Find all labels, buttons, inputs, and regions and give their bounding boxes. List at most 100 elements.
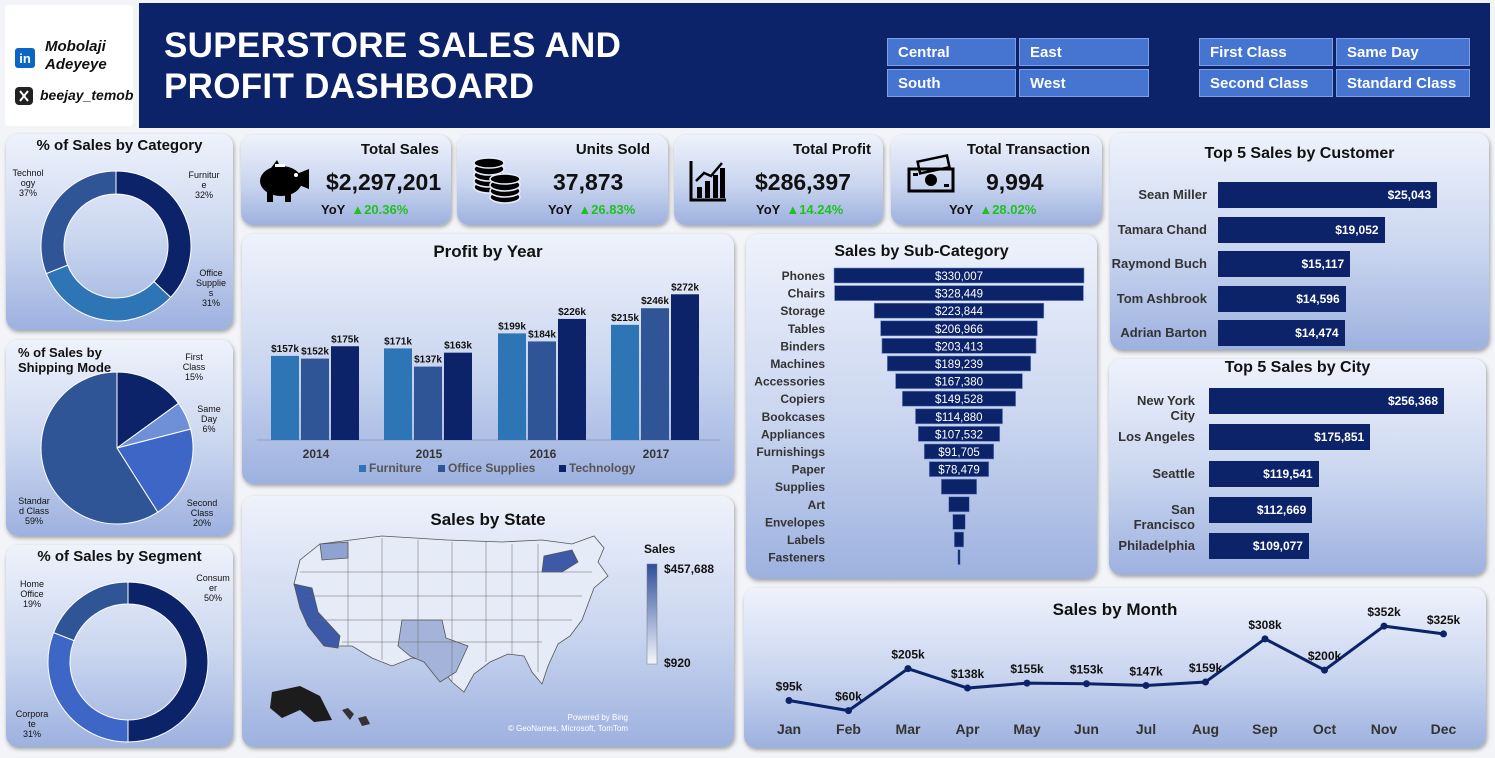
- state-hawaii: [342, 708, 370, 726]
- pie-slice[interactable]: [40, 170, 117, 275]
- data-label: $272k: [671, 282, 699, 293]
- data-point[interactable]: [1321, 666, 1328, 674]
- funnel-bar[interactable]: [902, 390, 1016, 407]
- category-label: Art: [808, 498, 825, 512]
- pie-slice[interactable]: [115, 170, 192, 299]
- category-label: Machines: [770, 357, 825, 371]
- funnel-bar[interactable]: [952, 514, 966, 530]
- bar[interactable]: $19,052: [1218, 216, 1385, 243]
- pie-slice[interactable]: [52, 581, 129, 642]
- bar[interactable]: [558, 318, 586, 440]
- pie-slice[interactable]: [40, 371, 159, 525]
- funnel-bar[interactable]: [953, 531, 965, 548]
- bar[interactable]: $14,596: [1218, 285, 1346, 312]
- kpi-value: $2,297,201: [326, 169, 442, 195]
- pie-slice[interactable]: [116, 371, 180, 449]
- bar[interactable]: [671, 294, 699, 440]
- funnel-bar[interactable]: [881, 338, 1037, 354]
- data-label: $167,380: [935, 377, 983, 389]
- funnel-bar[interactable]: [895, 373, 1023, 389]
- data-point[interactable]: [1202, 678, 1209, 686]
- data-point[interactable]: [1380, 622, 1388, 630]
- category-label: Furnishings: [756, 445, 825, 459]
- data-point[interactable]: [904, 665, 912, 673]
- segment-donut: Consum er 50% Corpora te 31% Home Office 19%: [16, 573, 230, 743]
- data-label: $175k: [331, 334, 359, 345]
- x-icon[interactable]: [14, 86, 34, 106]
- funnel-bar[interactable]: [917, 426, 1001, 442]
- bar[interactable]: $15,117: [1218, 251, 1351, 277]
- kpi-units-sold: Units Sold 37,873 YoY ▲26.83%: [457, 135, 668, 225]
- pie-slice[interactable]: [116, 428, 194, 513]
- data-point[interactable]: [845, 707, 852, 715]
- chart-title: Top 5 Sales by City: [1224, 359, 1371, 376]
- bar[interactable]: [611, 324, 639, 440]
- funnel-bar[interactable]: [887, 355, 1031, 372]
- data-label: $163k: [444, 341, 472, 352]
- funnel-bar[interactable]: [873, 302, 1045, 319]
- data-point[interactable]: [964, 684, 971, 692]
- region-slicer-south[interactable]: South: [887, 69, 1016, 97]
- funnel-bar[interactable]: [833, 267, 1085, 284]
- bar[interactable]: [414, 366, 442, 440]
- bar[interactable]: [498, 333, 526, 440]
- kpi-yoy: YoY ▲14.24%: [756, 202, 844, 217]
- bar[interactable]: $175,851: [1209, 424, 1371, 451]
- bar[interactable]: [641, 308, 669, 440]
- bar[interactable]: $109,077: [1209, 533, 1309, 560]
- region-slicer-east[interactable]: East: [1019, 38, 1149, 66]
- bar[interactable]: $25,043: [1218, 182, 1437, 208]
- sub-category-card: Sales by Sub-Category Phones $330,007 Chai…: [746, 234, 1097, 579]
- bar-category-label: San Francisco: [1133, 501, 1195, 532]
- funnel-bar[interactable]: [880, 320, 1038, 337]
- data-label: $352k: [1367, 605, 1401, 619]
- linkedin-icon[interactable]: in: [14, 47, 36, 69]
- data-label: $246k: [641, 296, 669, 307]
- data-point[interactable]: [1142, 681, 1150, 689]
- pie-slice[interactable]: [45, 264, 172, 322]
- bar[interactable]: $256,368: [1209, 388, 1444, 414]
- funnel-bar[interactable]: [957, 549, 961, 565]
- author-handle: beejay_temob: [40, 87, 134, 103]
- funnel-bar[interactable]: [928, 461, 990, 477]
- legend-swatch: [559, 465, 566, 472]
- ship-slicer-standard-class[interactable]: Standard Class: [1336, 69, 1470, 97]
- data-point[interactable]: [1083, 680, 1090, 688]
- pie-slice[interactable]: [47, 631, 129, 743]
- bar[interactable]: [331, 346, 359, 440]
- category-label: Copiers: [780, 392, 825, 406]
- tick-label: 2016: [530, 447, 557, 461]
- bar[interactable]: [528, 341, 556, 440]
- data-label: $60k: [835, 690, 862, 704]
- funnel-bar[interactable]: [915, 408, 1003, 425]
- bar-category-label: Philadelphia: [1118, 538, 1195, 554]
- bar[interactable]: [301, 358, 329, 440]
- bar[interactable]: $119,541: [1209, 460, 1319, 487]
- funnel-bar[interactable]: [923, 443, 995, 460]
- funnel-bar[interactable]: [834, 285, 1084, 301]
- pie-slice[interactable]: [127, 581, 209, 743]
- ship-slicer-same-day[interactable]: Same Day: [1336, 38, 1470, 66]
- kpi-value: 9,994: [986, 169, 1044, 195]
- ship-slicer-second-class[interactable]: Second Class: [1199, 69, 1333, 97]
- kpi-title: Total Sales: [360, 141, 439, 158]
- data-label: $330,007: [935, 271, 983, 283]
- data-label: $200k: [1308, 649, 1342, 663]
- funnel-bar[interactable]: [941, 478, 977, 495]
- bar[interactable]: [444, 352, 472, 440]
- state-texas: [397, 619, 469, 683]
- data-point[interactable]: [1023, 679, 1031, 687]
- data-point[interactable]: [1440, 630, 1447, 638]
- bar[interactable]: $112,669: [1209, 496, 1313, 523]
- bar[interactable]: [384, 348, 412, 440]
- region-slicer-central[interactable]: Central: [887, 38, 1016, 66]
- region-slicer-west[interactable]: West: [1019, 69, 1149, 97]
- bar[interactable]: [271, 355, 299, 440]
- data-point[interactable]: [785, 697, 793, 704]
- bar[interactable]: $14,474: [1218, 320, 1345, 346]
- data-point[interactable]: [1261, 635, 1269, 643]
- bar-category-label: Raymond Buch: [1111, 256, 1207, 271]
- slice-label: Technol ogy 37%: [12, 168, 43, 198]
- ship-slicer-first-class[interactable]: First Class: [1199, 38, 1333, 66]
- funnel-bar[interactable]: [948, 496, 970, 513]
